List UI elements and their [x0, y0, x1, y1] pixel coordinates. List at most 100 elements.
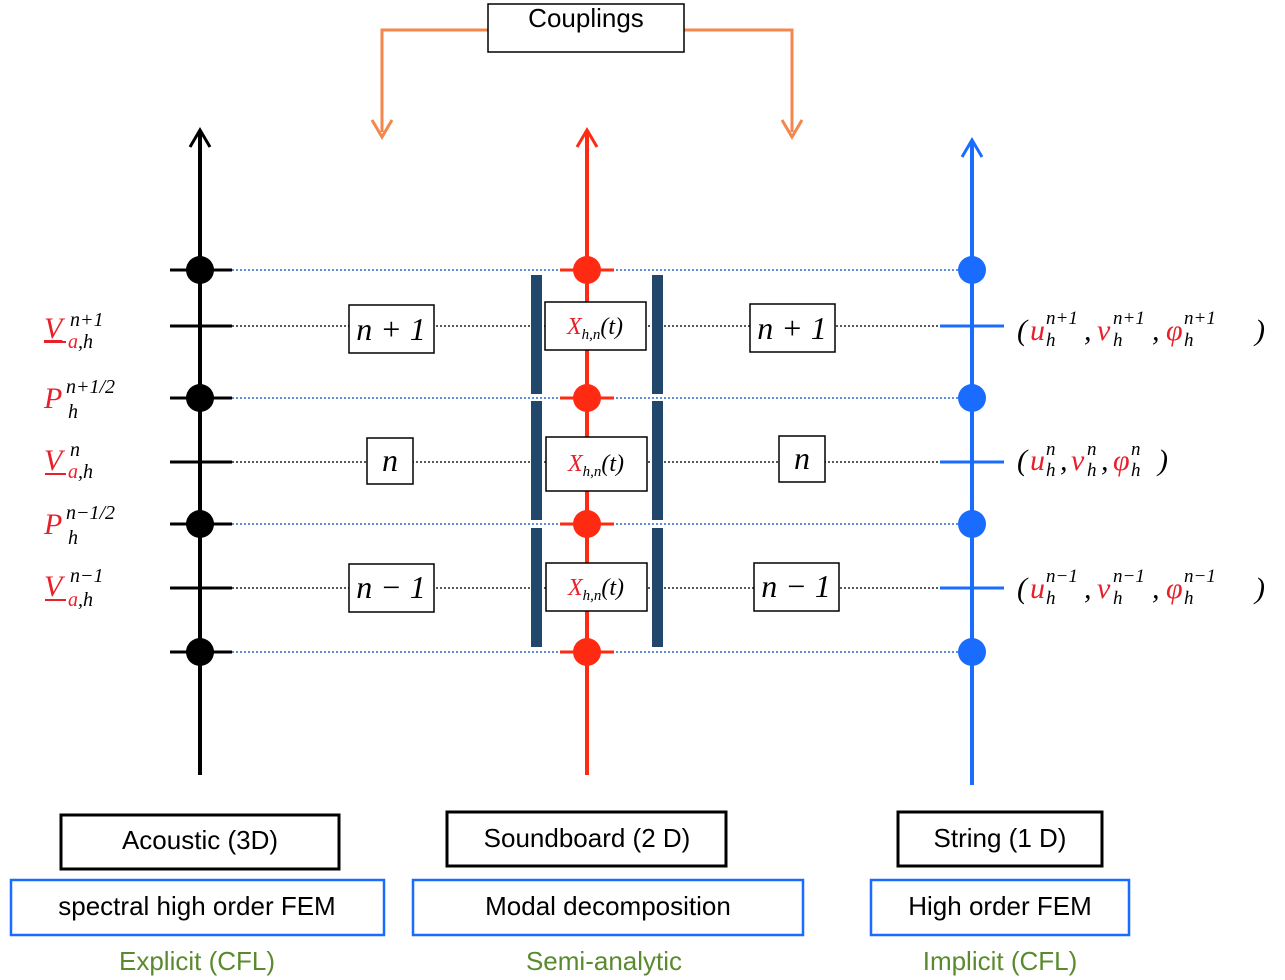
left-math-labels: V n+1 a,h P n+1/2 h V n a,h P n−1/2 h V …	[43, 309, 115, 611]
string-scheme: Implicit (CFL)	[923, 946, 1078, 976]
column-string: String (1 D) High order FEM Implicit (CF…	[869, 810, 1131, 976]
svg-text:n: n	[1046, 439, 1056, 460]
svg-text:,: ,	[1152, 572, 1160, 605]
modal-arg: (t)	[600, 314, 623, 340]
string-title-box	[896, 810, 1104, 868]
label-p-h-n-minus-half: P n−1/2 h	[43, 502, 115, 549]
svg-text:u: u	[1030, 444, 1045, 477]
soundboard-axis-arrowhead	[575, 127, 599, 148]
acoustic-scheme: Explicit (CFL)	[119, 946, 275, 976]
bracket-left-bottom	[531, 528, 542, 647]
svg-text:): )	[1253, 314, 1265, 347]
couplings-box	[487, 3, 685, 53]
modal-sub: h,n	[583, 464, 602, 480]
soundboard-node-p-minus	[573, 510, 601, 538]
modal-arg: (t)	[601, 575, 624, 601]
tuple-n: ( u n h , v n h , φ n h )	[1017, 439, 1168, 481]
string-axis-arrowhead	[960, 137, 984, 158]
svg-text:h: h	[1046, 330, 1056, 351]
svg-text:,: ,	[1084, 314, 1092, 347]
svg-text:v: v	[1097, 572, 1111, 605]
step-box-right-n-plus-1: n + 1	[749, 303, 836, 353]
soundboard-node-p-plus	[573, 384, 601, 412]
acoustic-axis	[170, 127, 232, 775]
svg-text:h: h	[1046, 588, 1056, 609]
modal-box-bottom: Xh,n(t)	[545, 562, 648, 612]
svg-text:): )	[1156, 444, 1168, 477]
step-box-left-n-plus-1: n + 1	[348, 304, 435, 354]
coupling-arrow-right	[684, 28, 794, 132]
string-title: String (1 D)	[934, 823, 1067, 853]
label-v-a-h-n-minus-1: V n−1 a,h	[44, 565, 104, 611]
svg-text:(: (	[1017, 314, 1029, 347]
bracket-right-top	[652, 275, 663, 394]
svg-text:n: n	[794, 440, 810, 476]
string-method-box	[869, 878, 1131, 937]
step-box-left-n: n	[366, 437, 414, 485]
modal-sub: h,n	[583, 588, 602, 604]
acoustic-title-box	[59, 813, 341, 871]
modal-box-top: Xh,n(t)	[544, 301, 647, 351]
string-node-top	[958, 256, 986, 284]
soundboard-title: Soundboard (2 D)	[484, 823, 691, 853]
svg-text:n − 1: n − 1	[356, 569, 426, 605]
modal-main: X	[567, 451, 584, 477]
svg-text:n: n	[1131, 439, 1141, 460]
step-box-right-n-minus-1: n − 1	[753, 562, 840, 612]
svg-text:,: ,	[1060, 444, 1068, 477]
svg-text:h: h	[1184, 330, 1194, 351]
bracket-left-mid	[531, 401, 542, 520]
right-math-labels: ( u n+1 h , v n+1 h , φ n+1 h ) ( u n h …	[1017, 308, 1265, 609]
bracket-right-mid	[652, 401, 663, 520]
svg-text:n+1: n+1	[1184, 308, 1216, 329]
svg-text:n−1: n−1	[1113, 566, 1145, 587]
tuple-n-minus-1: ( u n−1 h , v n−1 h , φ n−1 h )	[1017, 566, 1265, 609]
string-axis	[940, 137, 1004, 785]
svg-text:a,h: a,h	[68, 331, 93, 353]
svg-text:n−1: n−1	[1046, 566, 1078, 587]
soundboard-node-top	[573, 256, 601, 284]
svg-text:n+1: n+1	[70, 309, 104, 331]
svg-text:Xh,n(t): Xh,n(t)	[567, 451, 624, 480]
svg-text:P: P	[43, 382, 62, 415]
soundboard-scheme: Semi-analytic	[526, 946, 682, 976]
svg-text:,: ,	[1152, 314, 1160, 347]
coupling-arrow-left-head	[370, 119, 394, 140]
svg-text:v: v	[1071, 444, 1085, 477]
soundboard-title-box	[445, 810, 728, 868]
tuple-n-plus-1: ( u n+1 h , v n+1 h , φ n+1 h )	[1017, 308, 1265, 351]
svg-text:V: V	[44, 570, 66, 603]
svg-text:V: V	[44, 312, 66, 345]
svg-text:V: V	[44, 444, 66, 477]
svg-text:φ: φ	[1113, 444, 1130, 477]
step-box-right-n: n	[778, 435, 826, 483]
svg-text:h: h	[1113, 588, 1123, 609]
label-v-a-h-n: V n a,h	[44, 439, 93, 483]
bracket-right-bottom	[652, 528, 663, 647]
svg-text:a,h: a,h	[68, 589, 93, 611]
acoustic-node-p-minus	[186, 510, 214, 538]
svg-text:φ: φ	[1166, 572, 1183, 605]
svg-text:h: h	[1087, 460, 1097, 481]
svg-text:n+1/2: n+1/2	[66, 376, 115, 398]
svg-text:Xh,n(t): Xh,n(t)	[567, 575, 624, 604]
svg-text:n: n	[1087, 439, 1097, 460]
modal-main: X	[566, 314, 583, 340]
modal-brackets	[531, 275, 663, 647]
string-node-bottom	[958, 638, 986, 666]
svg-text:n−1: n−1	[1184, 566, 1216, 587]
svg-text:n: n	[382, 442, 398, 478]
svg-text:h: h	[68, 401, 78, 423]
soundboard-node-bottom	[573, 638, 601, 666]
acoustic-node-top	[186, 256, 214, 284]
svg-text:u: u	[1030, 314, 1045, 347]
step-box-left-n-minus-1: n − 1	[348, 563, 435, 613]
acoustic-title: Acoustic (3D)	[122, 825, 278, 855]
modal-box-mid: Xh,n(t)	[545, 436, 648, 492]
svg-text:): )	[1253, 572, 1265, 605]
svg-text:Xh,n(t): Xh,n(t)	[566, 314, 623, 343]
svg-text:n: n	[70, 439, 80, 461]
svg-text:,: ,	[1084, 572, 1092, 605]
modal-arg: (t)	[601, 451, 624, 477]
svg-text:h: h	[1184, 588, 1194, 609]
